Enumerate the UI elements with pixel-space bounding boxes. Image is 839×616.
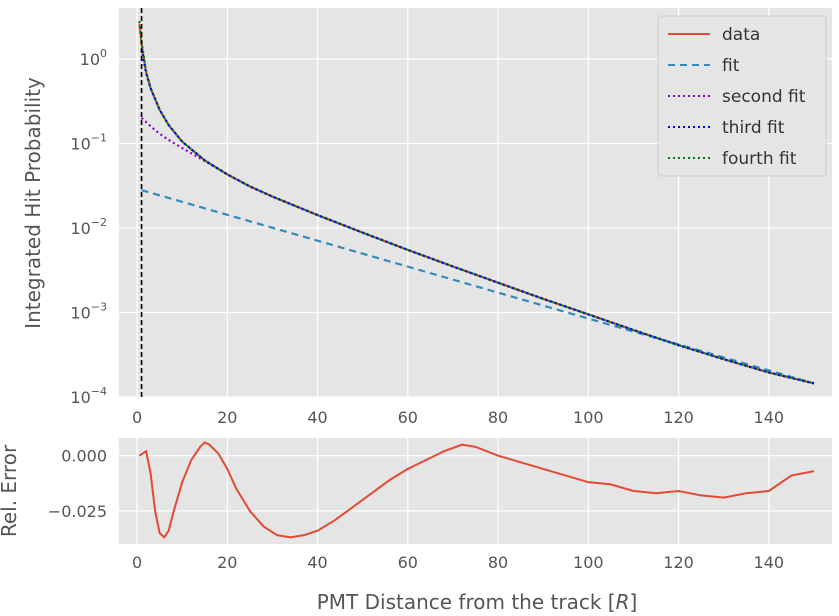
main-y-tick-base: 10	[70, 303, 90, 322]
main-x-tick-labels: 0 20 40 60 80 100 120 140	[132, 408, 784, 427]
main-y-tick-base: 10	[70, 388, 90, 407]
x-axis-label-end: ]	[629, 590, 637, 614]
main-y-tick-base: 10	[70, 134, 90, 153]
residual-x-tick-label: 40	[307, 553, 327, 572]
main-x-tick-label: 60	[398, 408, 418, 427]
residual-x-tick-label: 20	[217, 553, 237, 572]
main-y-tick-label: 10−3	[70, 300, 107, 322]
main-y-tick-exponent: −2	[91, 216, 107, 229]
residual-x-tick-label: 0	[132, 553, 142, 572]
residual-y-tick-label: 0.000	[61, 447, 107, 466]
residual-x-tick-label: 120	[663, 553, 694, 572]
main-x-tick-label: 100	[573, 408, 604, 427]
x-axis-label-math: R	[616, 590, 630, 614]
main-y-tick-base: 10	[70, 219, 90, 238]
residual-axes: 0 20 40 60 80 100 120 140 0.000 −0.025 Rel. Erro…	[0, 438, 832, 614]
legend-box	[657, 15, 827, 177]
legend-label-fourth-fit: fourth fit	[722, 149, 797, 169]
main-y-tick-exponent: −4	[91, 385, 107, 398]
residual-plot-background	[119, 438, 832, 544]
main-y-tick-exponent: −3	[91, 300, 107, 313]
legend-label-data: data	[722, 25, 760, 45]
residual-series-line	[138, 441, 815, 539]
legend-label-fit: fit	[722, 56, 740, 76]
residual-x-tick-label: 140	[754, 553, 785, 572]
main-y-tick-label: 100	[80, 47, 107, 69]
x-axis-label: PMT Distance from the track [R]	[317, 590, 638, 614]
series-line-fourth-fit	[138, 20, 815, 385]
main-y-tick-exponent: 0	[100, 47, 107, 60]
main-x-tick-label: 40	[307, 408, 327, 427]
residual-x-tick-label: 80	[488, 553, 508, 572]
main-y-tick-label: 10−1	[70, 131, 107, 153]
main-y-tick-base: 10	[80, 50, 100, 69]
series-line-fit	[141, 189, 815, 385]
residual-y-tick-label: −0.025	[48, 502, 107, 521]
main-y-tick-exponent: −1	[91, 131, 107, 144]
main-x-tick-label: 20	[217, 408, 237, 427]
residual-x-tick-labels: 0 20 40 60 80 100 120 140	[132, 553, 784, 572]
residual-y-axis-label: Rel. Error	[0, 444, 21, 537]
main-x-tick-label: 80	[488, 408, 508, 427]
main-y-axis-label: Integrated Hit Probability	[21, 77, 45, 329]
residual-series-lines	[138, 441, 815, 539]
main-x-tick-label: 140	[754, 408, 785, 427]
residual-y-tick-labels: 0.000 −0.025	[48, 447, 107, 521]
series-line-third-fit	[140, 49, 815, 385]
main-series-lines	[138, 8, 815, 397]
legend-label-second-fit: second fit	[722, 87, 806, 107]
legend-label-third-fit: third fit	[722, 118, 785, 138]
x-axis-label-text: PMT Distance from the track [	[317, 590, 616, 614]
legend: data fit second fit third fit fourth fit	[657, 15, 827, 177]
main-x-tick-label: 0	[132, 408, 142, 427]
residual-x-tick-label: 100	[573, 553, 604, 572]
main-x-tick-label: 120	[663, 408, 694, 427]
main-y-tick-label: 10−2	[70, 216, 107, 238]
main-y-tick-label: 10−4	[70, 385, 107, 407]
residual-x-tick-label: 60	[398, 553, 418, 572]
